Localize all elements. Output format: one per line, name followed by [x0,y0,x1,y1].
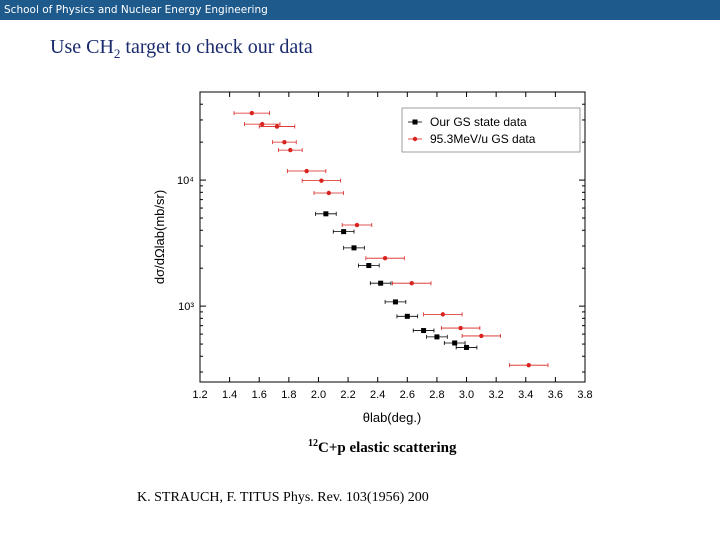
x-tick-label: 3.6 [548,389,563,401]
circle-marker [479,333,484,339]
square-marker [464,344,470,350]
circle-marker [319,178,324,183]
x-tick-label: 1.4 [222,389,237,401]
y-axis-label: dσ/dΩlab(mb/sr) [152,190,167,284]
circle-marker [259,121,265,127]
square-marker [404,313,410,319]
circle-marker [249,110,255,116]
square-marker [392,299,398,305]
x-axis-label: θlab(deg.) [363,410,422,425]
legend-label-our: Our GS state data [430,115,527,129]
institution-name: School of Physics and Nuclear Energy Eng… [4,4,268,16]
circle-marker [458,325,463,331]
our-data-point [358,263,380,269]
square-marker [341,229,347,235]
square-marker [421,328,427,334]
circle-marker [274,124,280,129]
our-data-point [443,340,466,346]
ref-data-point [461,333,501,339]
y-tick-label: 10³ [178,301,194,313]
x-tick-label: 2.2 [340,389,355,401]
x-tick-label: 2.4 [370,389,385,401]
square-marker [366,263,372,269]
circle-marker [354,222,360,228]
legend-label-ref: 95.3MeV/u GS data [430,132,536,146]
square-marker [434,334,440,340]
x-tick-label: 2.0 [311,389,326,401]
legend-marker-our [412,119,418,125]
plot-frame [199,91,586,383]
square-marker [323,211,329,217]
scattering-chart: 1.2 1.4 1.6 1.8 2.0 2.2 2.4 2.6 2.8 3.0 3.2 3.4 3.6 3… [152,91,593,425]
our-data-point [369,280,392,286]
title-subscript: 2 [113,46,121,61]
circle-marker [526,362,531,368]
circle-marker [440,312,446,317]
ref-data-point [272,139,297,145]
ref-data-point [423,312,463,317]
ref-data-point [278,147,303,153]
our-data-point [315,211,337,217]
our-data-point [455,344,478,350]
caption-mass-number: 12 [308,438,318,449]
ref-data-point [313,190,345,196]
legend-marker-ref [412,136,418,142]
title-prefix: Use CH [50,36,114,58]
x-tick-label: 3.4 [518,389,533,401]
caption-text: C+p elastic scattering [318,440,457,456]
x-tick-label: 1.6 [252,389,267,401]
circle-marker [382,256,388,261]
y-tick-label: 10⁴ [177,175,194,187]
circle-marker [304,168,309,174]
square-marker [452,340,458,346]
our-data-point [332,229,355,235]
ref-data-point [392,281,432,286]
square-marker [378,280,384,286]
ref-data-point [440,325,481,331]
title-suffix: target to check our data [120,36,313,58]
our-data-point [396,313,419,319]
x-tick-label: 2.8 [429,389,444,401]
x-tick-label: 1.8 [281,389,296,401]
ref-data-point [244,121,281,127]
slide-title: Use CH2 target to check our data [50,36,313,62]
our-data-point [426,334,448,340]
circle-marker [326,190,332,196]
legend: Our GS state data 95.3MeV/u GS data [401,107,581,153]
x-tick-label: 3.8 [577,389,592,401]
our-data-point [412,328,435,334]
our-data-point [343,245,365,251]
ref-data-point [233,110,270,116]
circle-marker [409,281,414,286]
our-data-point [384,299,407,305]
x-tick-label: 2.6 [400,389,415,401]
ref-data-point [258,124,296,129]
x-tick-label: 1.2 [192,389,207,401]
ref-data-point [509,362,549,368]
legend-box [401,107,581,153]
square-marker [351,245,357,251]
circle-marker [282,139,287,145]
x-tick-label: 3.2 [489,389,504,401]
circle-marker [288,147,293,153]
reference-citation: K. STRAUCH, F. TITUS Phys. Rev. 103(1956… [137,490,429,505]
ref-data-point [341,222,373,228]
ref-data-point [286,168,327,174]
ref-data-point [301,178,342,183]
figure-caption: 12C+p elastic scattering [308,438,457,457]
ref-data-point [365,256,405,261]
x-tick-label: 3.0 [459,389,474,401]
institution-banner: School of Physics and Nuclear Energy Eng… [0,0,720,20]
